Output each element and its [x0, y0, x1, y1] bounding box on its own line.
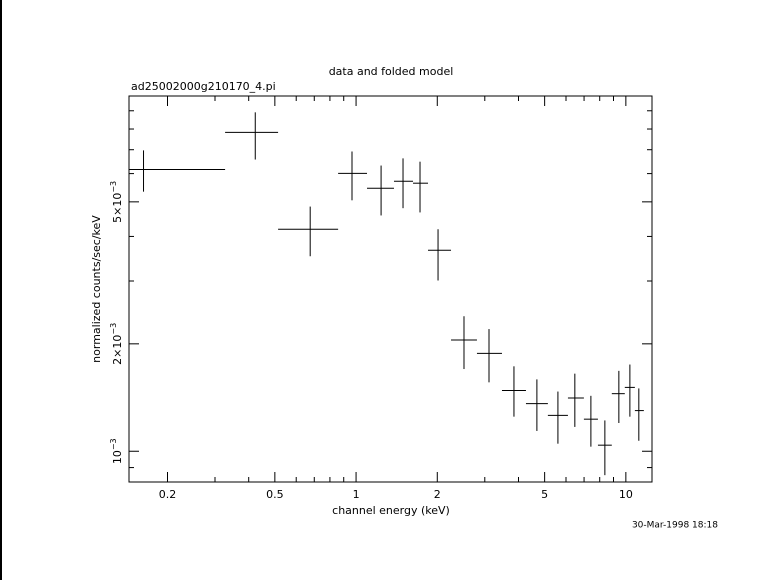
x-tick-label: 0.5 — [266, 488, 284, 501]
y-tick-label-base: 5×10 — [111, 193, 124, 223]
chart-title: data and folded model — [329, 65, 454, 78]
x-axis-label: channel energy (keV) — [332, 504, 450, 517]
y-tick-label-exponent: −3 — [109, 181, 118, 193]
window-edge — [0, 0, 2, 580]
timestamp: 30-Mar-1998 18:18 — [632, 521, 718, 531]
x-tick-label: 0.2 — [159, 488, 177, 501]
y-tick-label: 2×10−3 — [109, 323, 125, 365]
y-tick-label-base: 10 — [111, 450, 124, 464]
y-tick-label: 10−3 — [109, 438, 125, 464]
x-tick-label: 1 — [353, 488, 360, 501]
y-axis-label: normalized counts/sec/keV — [90, 215, 103, 363]
x-tick-label: 10 — [619, 488, 633, 501]
y-tick-label-exponent: −3 — [109, 438, 118, 450]
y-tick-label: 5×10−3 — [109, 181, 125, 223]
plot-frame — [128, 95, 653, 483]
x-tick-label: 5 — [541, 488, 548, 501]
x-tick-label: 2 — [434, 488, 441, 501]
y-tick-label-exponent: −3 — [109, 323, 118, 335]
chart-subtitle: ad25002000g210170_4.pi — [131, 80, 276, 93]
y-tick-label-base: 2×10 — [111, 335, 124, 365]
